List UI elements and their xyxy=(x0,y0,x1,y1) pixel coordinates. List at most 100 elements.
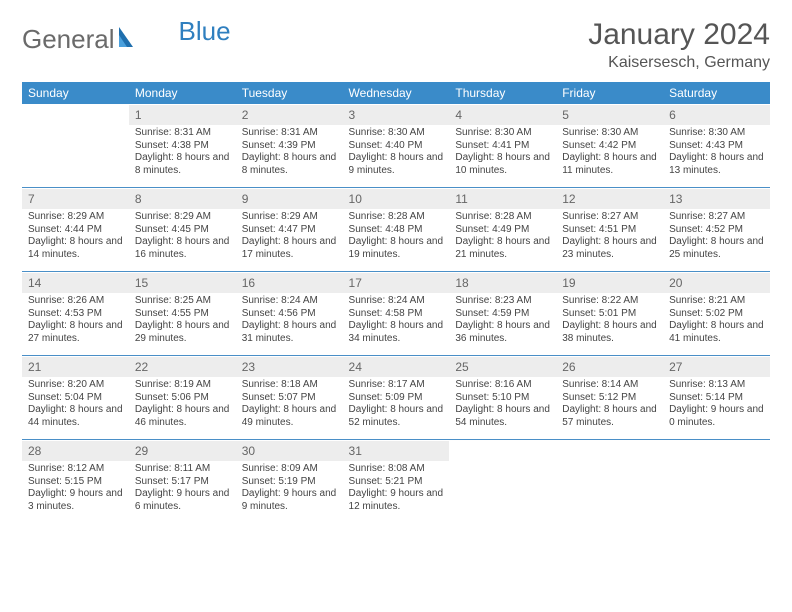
day-detail-cell: Sunrise: 8:29 AMSunset: 4:45 PMDaylight:… xyxy=(129,209,236,272)
daylight-text: Daylight: 8 hours and 16 minutes. xyxy=(135,236,230,261)
day-detail-cell: Sunrise: 8:26 AMSunset: 4:53 PMDaylight:… xyxy=(22,293,129,356)
day-number-cell: 3 xyxy=(343,105,450,126)
sunset-text: Sunset: 4:49 PM xyxy=(455,224,550,237)
day-number-cell: 16 xyxy=(236,273,343,294)
day-number-cell: 5 xyxy=(556,105,663,126)
sunset-text: Sunset: 5:02 PM xyxy=(669,308,764,321)
day-detail-cell xyxy=(663,461,770,523)
day-detail-cell: Sunrise: 8:30 AMSunset: 4:42 PMDaylight:… xyxy=(556,125,663,188)
daylight-text: Daylight: 8 hours and 49 minutes. xyxy=(242,404,337,429)
day-detail-cell: Sunrise: 8:13 AMSunset: 5:14 PMDaylight:… xyxy=(663,377,770,440)
sunset-text: Sunset: 4:44 PM xyxy=(28,224,123,237)
details-row: Sunrise: 8:20 AMSunset: 5:04 PM Daylight:… xyxy=(22,377,770,440)
sunrise-text: Sunrise: 8:31 AM xyxy=(135,127,230,140)
sunset-text: Sunset: 5:21 PM xyxy=(349,476,444,489)
sunset-text: Sunset: 4:43 PM xyxy=(669,140,764,153)
daylight-text: Daylight: 8 hours and 25 minutes. xyxy=(669,236,764,261)
day-number-cell: 24 xyxy=(343,357,450,378)
sunrise-text: Sunrise: 8:28 AM xyxy=(455,211,550,224)
sunrise-text: Sunrise: 8:30 AM xyxy=(455,127,550,140)
day-number-cell: 8 xyxy=(129,189,236,210)
day-detail-cell: Sunrise: 8:19 AMSunset: 5:06 PMDaylight:… xyxy=(129,377,236,440)
sunset-text: Sunset: 5:06 PM xyxy=(135,392,230,405)
day-number-cell: 27 xyxy=(663,357,770,378)
sunrise-text: Sunrise: 8:31 AM xyxy=(242,127,337,140)
sunset-text: Sunset: 4:40 PM xyxy=(349,140,444,153)
day-number-cell: 29 xyxy=(129,441,236,462)
sunrise-text: Sunrise: 8:17 AM xyxy=(349,379,444,392)
daylight-text: Daylight: 8 hours and 41 minutes. xyxy=(669,320,764,345)
sunset-text: Sunset: 5:01 PM xyxy=(562,308,657,321)
day-detail-cell: Sunrise: 8:28 AMSunset: 4:48 PMDaylight:… xyxy=(343,209,450,272)
day-number-cell: 10 xyxy=(343,189,450,210)
day-detail-cell: Sunrise: 8:20 AMSunset: 5:04 PMDaylight:… xyxy=(22,377,129,440)
page-header: General Blue January 2024 Kaisersesch, G… xyxy=(22,18,770,72)
daylight-text: Daylight: 9 hours and 12 minutes. xyxy=(349,488,444,513)
daynum-row: 21222324252627 xyxy=(22,357,770,378)
day-detail-cell: Sunrise: 8:27 AMSunset: 4:51 PMDaylight:… xyxy=(556,209,663,272)
sunrise-text: Sunrise: 8:23 AM xyxy=(455,295,550,308)
daynum-row: 123456 xyxy=(22,105,770,126)
daylight-text: Daylight: 9 hours and 6 minutes. xyxy=(135,488,230,513)
day-detail-cell: Sunrise: 8:18 AMSunset: 5:07 PMDaylight:… xyxy=(236,377,343,440)
day-detail-cell: Sunrise: 8:11 AMSunset: 5:17 PMDaylight:… xyxy=(129,461,236,523)
day-detail-cell: Sunrise: 8:27 AMSunset: 4:52 PMDaylight:… xyxy=(663,209,770,272)
calendar-table: Sunday Monday Tuesday Wednesday Thursday… xyxy=(22,82,770,523)
daylight-text: Daylight: 8 hours and 19 minutes. xyxy=(349,236,444,261)
daylight-text: Daylight: 8 hours and 8 minutes. xyxy=(135,152,230,177)
sunset-text: Sunset: 4:56 PM xyxy=(242,308,337,321)
day-number-cell: 2 xyxy=(236,105,343,126)
sunset-text: Sunset: 4:42 PM xyxy=(562,140,657,153)
daylight-text: Daylight: 9 hours and 0 minutes. xyxy=(669,404,764,429)
location-text: Kaisersesch, Germany xyxy=(588,54,770,72)
sunset-text: Sunset: 4:52 PM xyxy=(669,224,764,237)
weekday-header: Saturday xyxy=(663,82,770,105)
sunrise-text: Sunrise: 8:20 AM xyxy=(28,379,123,392)
sunrise-text: Sunrise: 8:19 AM xyxy=(135,379,230,392)
sunset-text: Sunset: 4:53 PM xyxy=(28,308,123,321)
sunset-text: Sunset: 5:09 PM xyxy=(349,392,444,405)
sunrise-text: Sunrise: 8:30 AM xyxy=(669,127,764,140)
day-number-cell: 14 xyxy=(22,273,129,294)
day-detail-cell: Sunrise: 8:14 AMSunset: 5:12 PMDaylight:… xyxy=(556,377,663,440)
daylight-text: Daylight: 8 hours and 31 minutes. xyxy=(242,320,337,345)
daylight-text: Daylight: 8 hours and 10 minutes. xyxy=(455,152,550,177)
day-detail-cell: Sunrise: 8:29 AMSunset: 4:44 PMDaylight:… xyxy=(22,209,129,272)
sunset-text: Sunset: 5:15 PM xyxy=(28,476,123,489)
day-number-cell xyxy=(556,441,663,462)
sunset-text: Sunset: 4:48 PM xyxy=(349,224,444,237)
day-number-cell xyxy=(22,105,129,126)
day-detail-cell xyxy=(556,461,663,523)
sunrise-text: Sunrise: 8:11 AM xyxy=(135,463,230,476)
daylight-text: Daylight: 9 hours and 9 minutes. xyxy=(242,488,337,513)
daylight-text: Daylight: 9 hours and 3 minutes. xyxy=(28,488,123,513)
day-detail-cell: Sunrise: 8:30 AMSunset: 4:40 PMDaylight:… xyxy=(343,125,450,188)
day-number-cell: 12 xyxy=(556,189,663,210)
day-detail-cell xyxy=(22,125,129,188)
day-detail-cell: Sunrise: 8:09 AMSunset: 5:19 PMDaylight:… xyxy=(236,461,343,523)
day-detail-cell: Sunrise: 8:30 AMSunset: 4:41 PMDaylight:… xyxy=(449,125,556,188)
day-detail-cell: Sunrise: 8:24 AMSunset: 4:58 PMDaylight:… xyxy=(343,293,450,356)
daylight-text: Daylight: 8 hours and 54 minutes. xyxy=(455,404,550,429)
sunset-text: Sunset: 5:04 PM xyxy=(28,392,123,405)
day-number-cell: 25 xyxy=(449,357,556,378)
day-detail-cell: Sunrise: 8:12 AMSunset: 5:15 PMDaylight:… xyxy=(22,461,129,523)
sunrise-text: Sunrise: 8:30 AM xyxy=(349,127,444,140)
day-detail-cell: Sunrise: 8:17 AMSunset: 5:09 PMDaylight:… xyxy=(343,377,450,440)
day-number-cell: 31 xyxy=(343,441,450,462)
sunset-text: Sunset: 4:41 PM xyxy=(455,140,550,153)
sunrise-text: Sunrise: 8:24 AM xyxy=(349,295,444,308)
day-number-cell: 4 xyxy=(449,105,556,126)
sunset-text: Sunset: 4:55 PM xyxy=(135,308,230,321)
daynum-row: 14151617181920 xyxy=(22,273,770,294)
sunset-text: Sunset: 4:59 PM xyxy=(455,308,550,321)
day-number-cell: 19 xyxy=(556,273,663,294)
daylight-text: Daylight: 8 hours and 27 minutes. xyxy=(28,320,123,345)
day-number-cell: 30 xyxy=(236,441,343,462)
sunrise-text: Sunrise: 8:27 AM xyxy=(669,211,764,224)
sunrise-text: Sunrise: 8:28 AM xyxy=(349,211,444,224)
weekday-header-row: Sunday Monday Tuesday Wednesday Thursday… xyxy=(22,82,770,105)
logo-text-general: General xyxy=(22,24,115,55)
sunrise-text: Sunrise: 8:25 AM xyxy=(135,295,230,308)
sunrise-text: Sunrise: 8:27 AM xyxy=(562,211,657,224)
